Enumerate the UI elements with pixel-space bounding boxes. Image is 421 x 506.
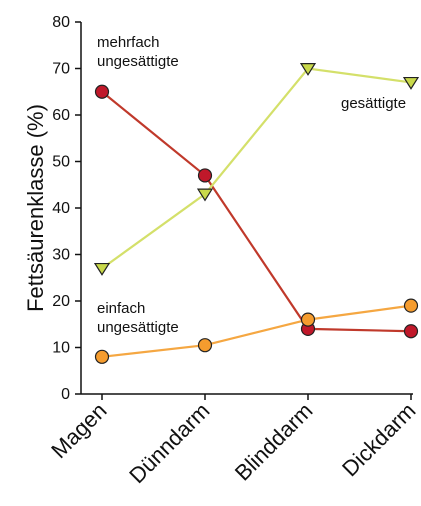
y-tick-label: 50 bbox=[52, 154, 70, 171]
series-point-1 bbox=[402, 76, 420, 90]
y-ticks: 0 10 20 30 40 50 60 70 80 bbox=[52, 14, 81, 403]
annotation-einfach: einfach ungesättigte bbox=[97, 300, 179, 336]
series-point-2 bbox=[300, 312, 316, 327]
series-point-1 bbox=[196, 188, 214, 202]
y-tick-label: 10 bbox=[52, 340, 70, 357]
series-layer bbox=[93, 62, 420, 364]
series-point-1 bbox=[93, 262, 111, 276]
series-point-0 bbox=[197, 168, 213, 183]
series-line-0 bbox=[101, 90, 412, 333]
y-tick-label: 60 bbox=[52, 107, 70, 124]
annotation-gesaettigte: gesättigte bbox=[341, 95, 406, 112]
series-point-0 bbox=[403, 324, 419, 339]
series-point-2 bbox=[403, 298, 419, 313]
annotation-einfach-line1: einfach bbox=[97, 300, 145, 317]
x-tick-label: Magen bbox=[46, 398, 111, 463]
series-point-1 bbox=[299, 62, 317, 76]
y-tick-label: 0 bbox=[61, 386, 70, 403]
series-point-2 bbox=[94, 349, 110, 364]
y-axis-label: Fettsäurenklasse (%) bbox=[23, 104, 48, 312]
annotation-einfach-line2: ungesättigte bbox=[97, 319, 179, 336]
annotation-mehrfach-line2: ungesättigte bbox=[97, 53, 179, 70]
series-line-2 bbox=[101, 304, 412, 358]
y-tick-label: 20 bbox=[52, 293, 70, 310]
x-tick-label: Dickdarm bbox=[337, 398, 420, 481]
annotation-mehrfach-line1: mehrfach bbox=[97, 34, 160, 51]
annotation-mehrfach: mehrfach ungesättigte bbox=[97, 34, 179, 70]
y-tick-label: 80 bbox=[52, 14, 70, 31]
annotations: mehrfach ungesättigte gesättigte einfach… bbox=[97, 34, 406, 336]
axes bbox=[80, 22, 413, 395]
series-line-1 bbox=[101, 67, 412, 270]
series-point-0 bbox=[94, 84, 110, 99]
x-tick-label: Dünndarm bbox=[124, 398, 214, 488]
x-ticks: Magen Dünndarm Blinddarm Dickdarm bbox=[46, 394, 421, 488]
y-tick-label: 40 bbox=[52, 200, 70, 217]
y-tick-label: 30 bbox=[52, 247, 70, 264]
series-point-2 bbox=[197, 338, 213, 353]
y-tick-label: 70 bbox=[52, 61, 70, 78]
x-tick-label: Blinddarm bbox=[230, 398, 318, 486]
